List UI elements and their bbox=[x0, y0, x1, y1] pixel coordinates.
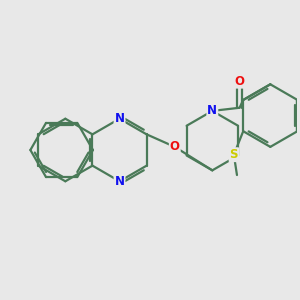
Text: O: O bbox=[235, 75, 244, 88]
Text: O: O bbox=[170, 140, 180, 153]
Text: N: N bbox=[115, 112, 124, 125]
Text: N: N bbox=[207, 104, 217, 117]
Text: S: S bbox=[230, 148, 238, 161]
Text: N: N bbox=[115, 175, 124, 188]
